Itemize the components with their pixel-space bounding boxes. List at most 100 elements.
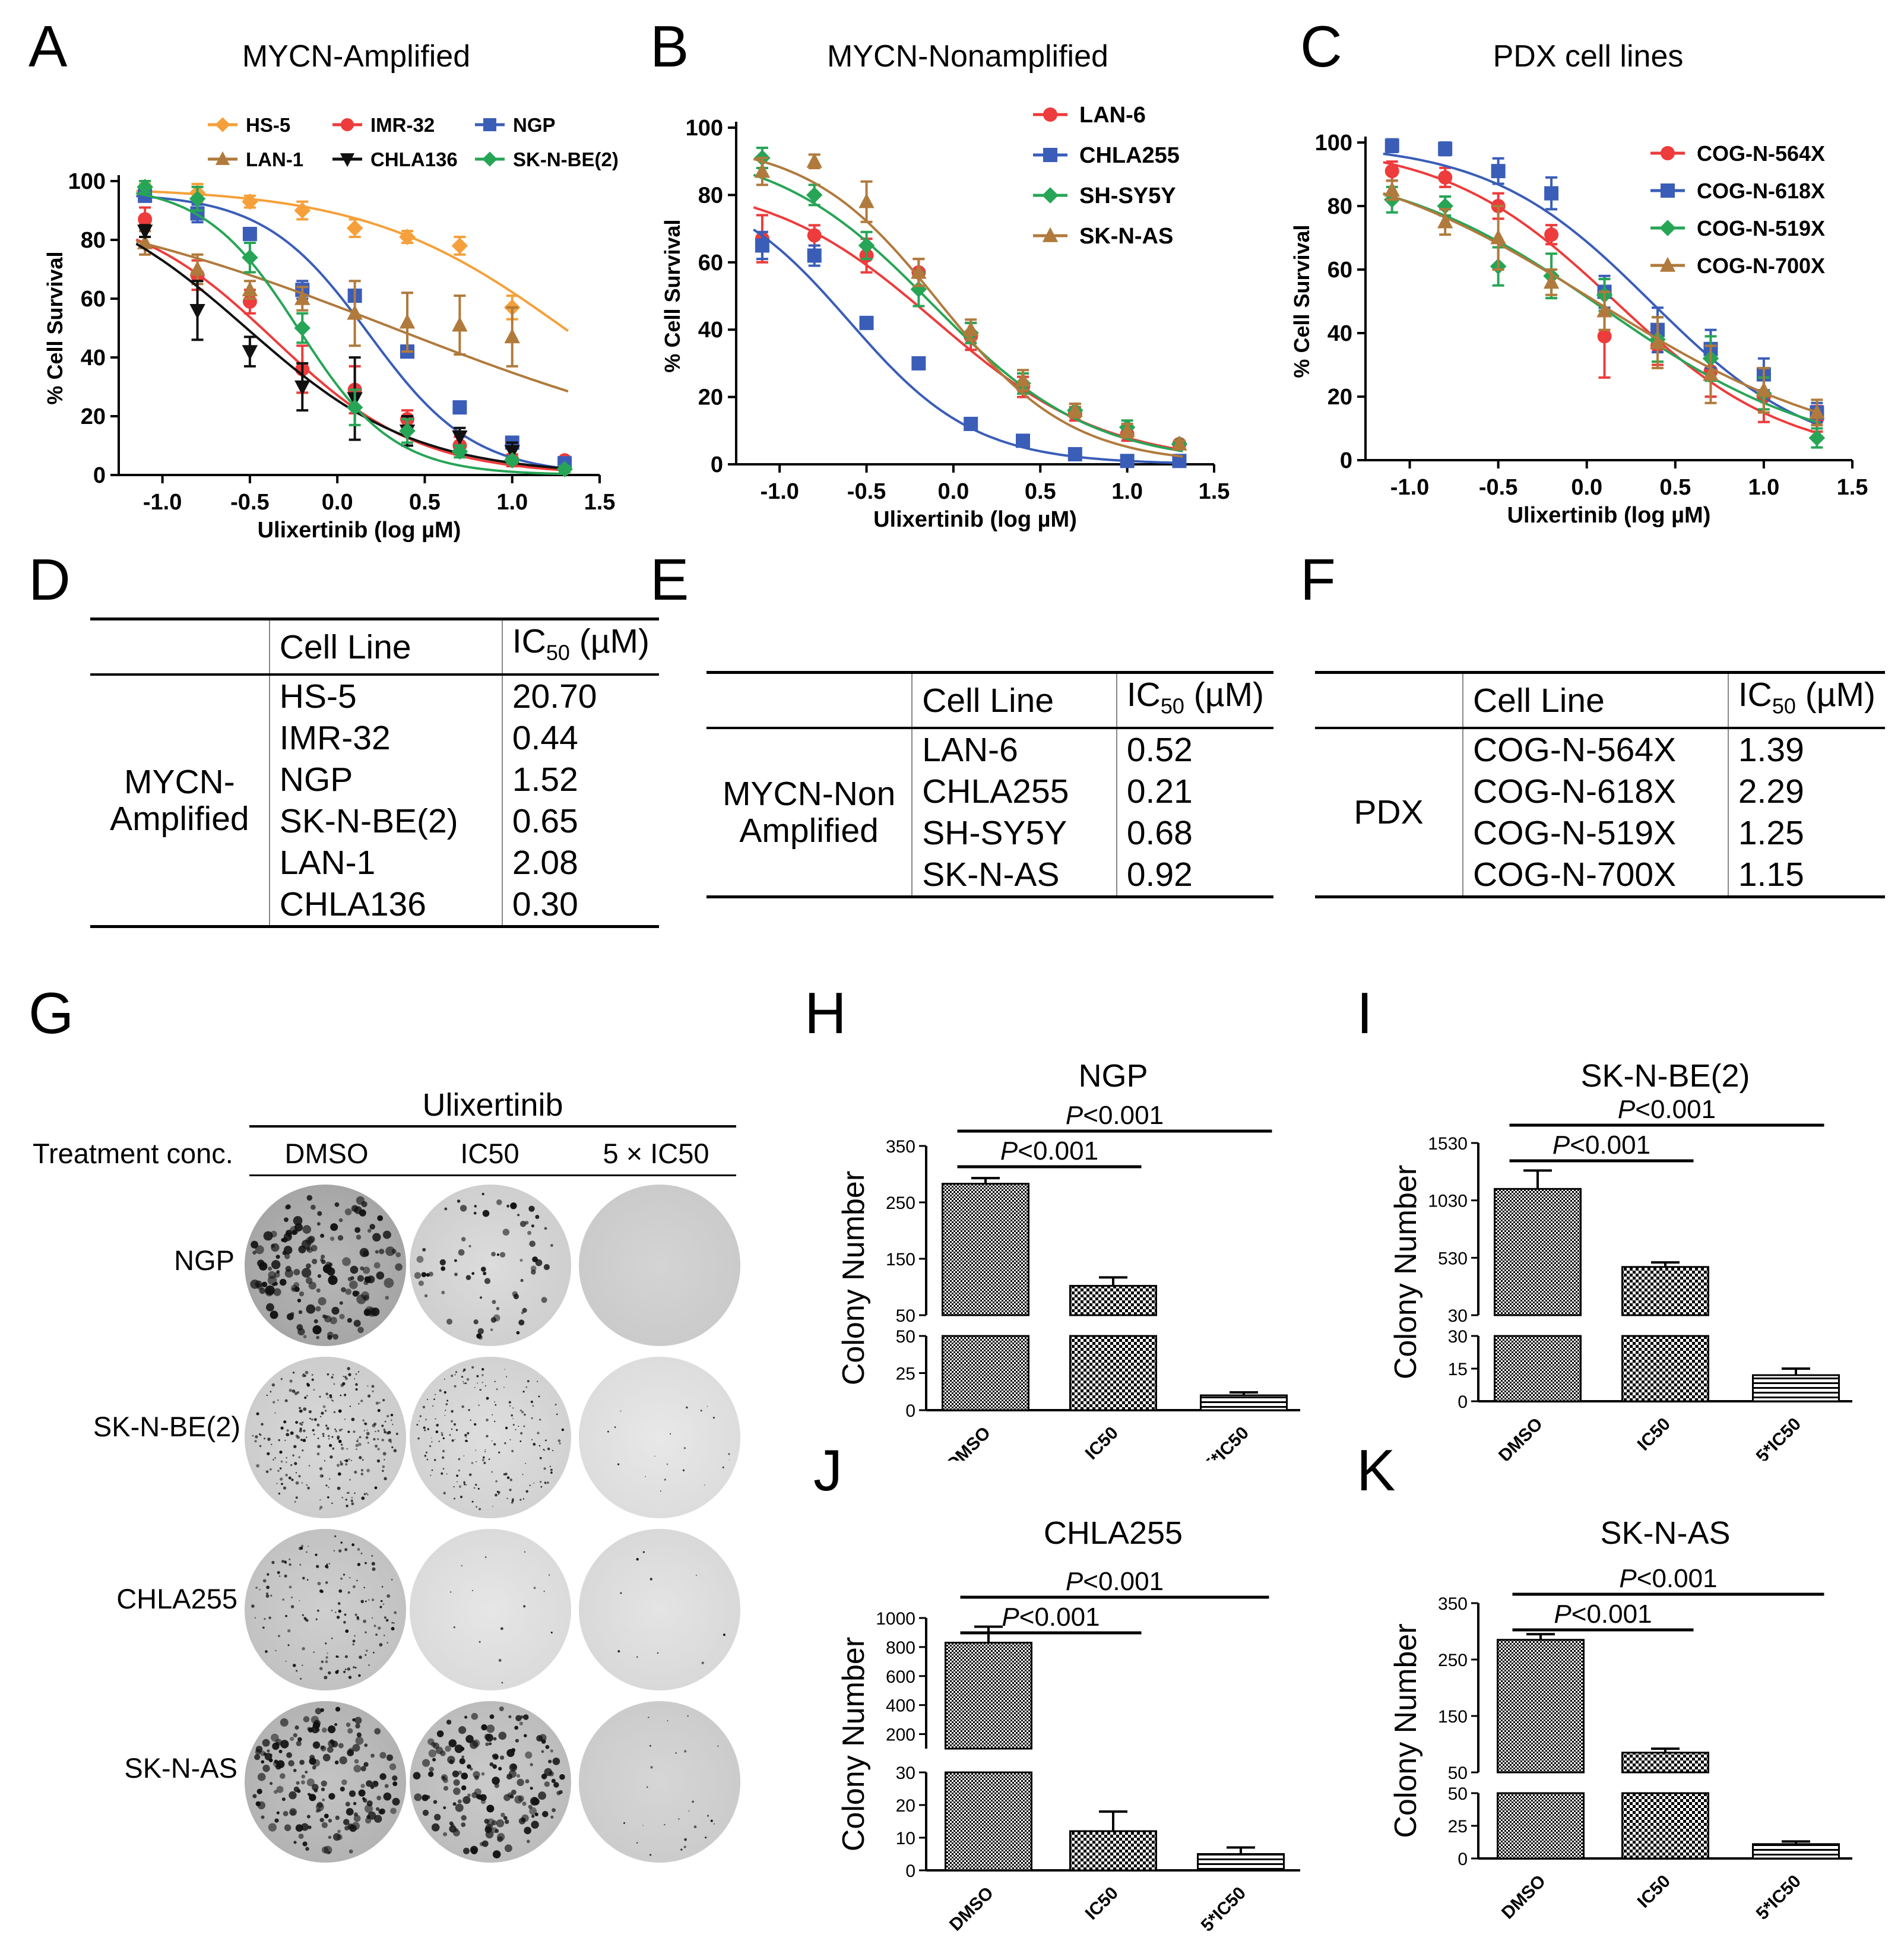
colony-dot — [500, 1627, 503, 1630]
colony-dot — [486, 1804, 495, 1813]
bar-5-ic50 — [1200, 1391, 1288, 1411]
colony-dot — [354, 1717, 362, 1724]
colony-dot — [289, 1388, 292, 1392]
y-tick-label: 25 — [896, 1364, 915, 1384]
x-axis-label: Ulixertinib (log µM) — [1507, 503, 1711, 528]
colony-dot — [284, 1824, 292, 1831]
colony-dot — [706, 1405, 708, 1407]
colony-dot — [325, 1581, 328, 1584]
colony-dot — [353, 1801, 357, 1806]
p-letter: P — [1554, 1600, 1572, 1629]
colony-dot — [302, 1421, 304, 1424]
colony-dot — [312, 1741, 321, 1749]
colony-dot — [288, 1434, 290, 1436]
colony-dot — [350, 1276, 354, 1280]
colony-dot — [391, 1627, 395, 1630]
colony-dot — [493, 1737, 497, 1741]
colony-dot — [458, 1726, 467, 1734]
legend: LAN-6 CHLA255 SH-SY5Y SK-N-AS — [1033, 103, 1180, 249]
ic50-value: 1.25 — [1738, 814, 1804, 853]
colony-dot — [455, 1803, 464, 1812]
colony-dot — [472, 1589, 473, 1591]
data-point — [556, 461, 573, 477]
colony-dot — [341, 1779, 347, 1785]
colony-dot — [343, 1376, 344, 1378]
colony-dot — [271, 1243, 280, 1252]
colony-dot — [486, 1818, 495, 1826]
bar — [1752, 1843, 1840, 1860]
colony-dot — [286, 1752, 292, 1758]
colony-dot — [284, 1439, 286, 1441]
colony-dot — [477, 1487, 480, 1490]
colony-dot — [363, 1619, 366, 1623]
ic50-subscript: 50 — [1160, 694, 1184, 718]
colony-dot — [307, 1727, 311, 1731]
p-rest: <0.001 — [1083, 1101, 1164, 1130]
colony-dot — [372, 1567, 376, 1571]
chart-title: PDX cell lines — [1493, 39, 1684, 74]
colony-dot — [252, 1794, 257, 1798]
colony-dot — [306, 1383, 311, 1387]
table-row: COG-N-700X 1.15 — [1315, 854, 1885, 897]
colony-dot — [344, 1459, 346, 1461]
panel-letter-b: B — [650, 14, 689, 79]
colony-dot — [392, 1781, 398, 1787]
colony-dot — [345, 1801, 350, 1807]
colony-dot — [330, 1223, 338, 1231]
colony-dot — [311, 1204, 316, 1210]
colony-dot — [458, 1249, 465, 1256]
colony-dot — [297, 1299, 302, 1303]
colony-dot — [300, 1780, 305, 1785]
colony-dot — [385, 1296, 389, 1300]
header-group — [706, 672, 913, 729]
colony-dot — [492, 1506, 493, 1507]
data-point — [1171, 435, 1187, 451]
p-value-label: P<0.001 — [1619, 1564, 1717, 1593]
colony-dot — [260, 1750, 266, 1756]
dish-chla255-5xic50 — [579, 1529, 740, 1690]
colony-dot — [347, 1667, 350, 1671]
colony-dot — [295, 1824, 303, 1832]
data-point — [1438, 170, 1453, 185]
header-ic50: IC50 (µM) — [1126, 676, 1264, 718]
colony-dot — [464, 1715, 468, 1719]
colony-dot — [266, 1585, 270, 1589]
colony-dot — [320, 1708, 324, 1712]
colony-dot — [290, 1605, 294, 1608]
y-tick-label: 100 — [1315, 131, 1352, 156]
colony-dot — [338, 1429, 342, 1432]
colony-dot — [416, 1424, 419, 1426]
colony-dot — [543, 1264, 550, 1271]
ic50-value: 0.52 — [1126, 731, 1193, 770]
colony-dot — [451, 1428, 453, 1430]
bar-upper-segment — [945, 1642, 1032, 1750]
colony-dot — [274, 1818, 279, 1823]
colony-dot — [315, 1306, 321, 1312]
colony-dot — [334, 1202, 340, 1207]
colony-dot — [350, 1265, 359, 1274]
colony-dot — [329, 1455, 333, 1459]
colony-dot — [522, 1801, 527, 1806]
colony-dot — [435, 1418, 436, 1420]
legend-label-cog-n-618x: COG-N-618X — [1697, 179, 1825, 203]
colony-dot — [529, 1484, 531, 1486]
ic50-value: 0.30 — [512, 885, 578, 924]
y-tick-label: 530 — [1438, 1249, 1468, 1268]
colony-dot — [438, 1440, 440, 1442]
colony-dot — [279, 1451, 283, 1454]
colony-dot — [337, 1235, 344, 1241]
colony-dot — [363, 1762, 369, 1767]
colony-dot — [617, 1463, 620, 1465]
colony-dot — [295, 1472, 297, 1474]
colony-dot — [499, 1252, 506, 1258]
colony-dot — [430, 1437, 432, 1439]
table-row: CHLA255 0.21 — [706, 771, 1273, 813]
colony-dot — [268, 1266, 272, 1271]
colony-dot — [462, 1796, 471, 1804]
colony-dot — [475, 1461, 477, 1462]
x-tick-label: DMSO — [943, 1423, 994, 1461]
x-tick-label: 0.5 — [409, 490, 441, 515]
data-point — [294, 202, 311, 219]
data-point — [242, 345, 258, 360]
